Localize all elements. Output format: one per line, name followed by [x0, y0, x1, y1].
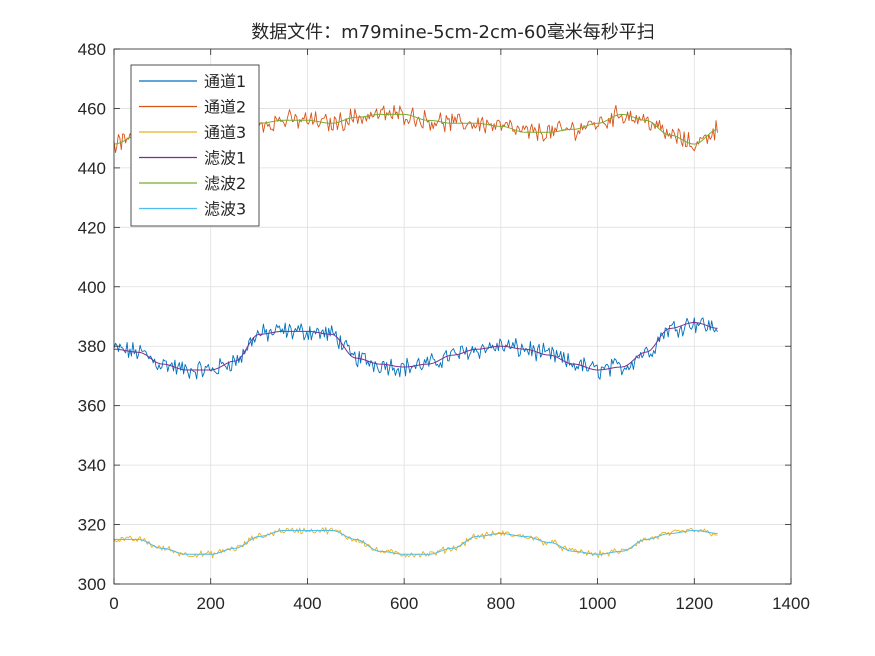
- y-tick-label: 480: [78, 40, 106, 59]
- x-tick-label: 1400: [772, 594, 810, 613]
- series-group: [113, 104, 718, 559]
- y-tick-label: 460: [78, 99, 106, 118]
- y-tick-label: 440: [78, 159, 106, 178]
- legend-box: [130, 64, 260, 227]
- series-line-4: [113, 321, 718, 371]
- x-tick-label: 800: [487, 594, 515, 613]
- y-tick-label: 360: [78, 397, 106, 416]
- x-tick-label: 0: [109, 594, 118, 613]
- axis-ticks: 0 200 400 600 800 1000 1200 1400 300 320 340 360 380…: [78, 40, 810, 613]
- x-tick-label: 600: [390, 594, 418, 613]
- x-tick-label: 1000: [579, 594, 617, 613]
- y-tick-label: 380: [78, 337, 106, 356]
- y-tick-label: 300: [78, 575, 106, 594]
- legend-label: 通道2: [204, 98, 246, 117]
- x-tick-label: 1200: [675, 594, 713, 613]
- plot-frame: [113, 48, 792, 585]
- y-tick-label: 420: [78, 218, 106, 237]
- x-tick-label: 200: [197, 594, 225, 613]
- legend-label: 通道3: [204, 123, 246, 142]
- chart-title: 数据文件：m79mine-5cm-2cm-60毫米每秒平扫: [251, 22, 655, 43]
- legend-label: 滤波1: [204, 149, 246, 168]
- y-tick-label: 320: [78, 516, 106, 535]
- y-tick-label: 340: [78, 456, 106, 475]
- series-line-1: [113, 317, 718, 380]
- legend-label: 滤波2: [204, 174, 246, 193]
- y-tick-label: 400: [78, 278, 106, 297]
- x-tick-label: 400: [293, 594, 321, 613]
- legend: 通道1 通道2 通道3 滤波1 滤波2 滤波3: [130, 64, 260, 227]
- series-line-6: [114, 530, 718, 555]
- legend-label: 通道1: [204, 72, 246, 91]
- legend-label: 滤波3: [204, 200, 246, 219]
